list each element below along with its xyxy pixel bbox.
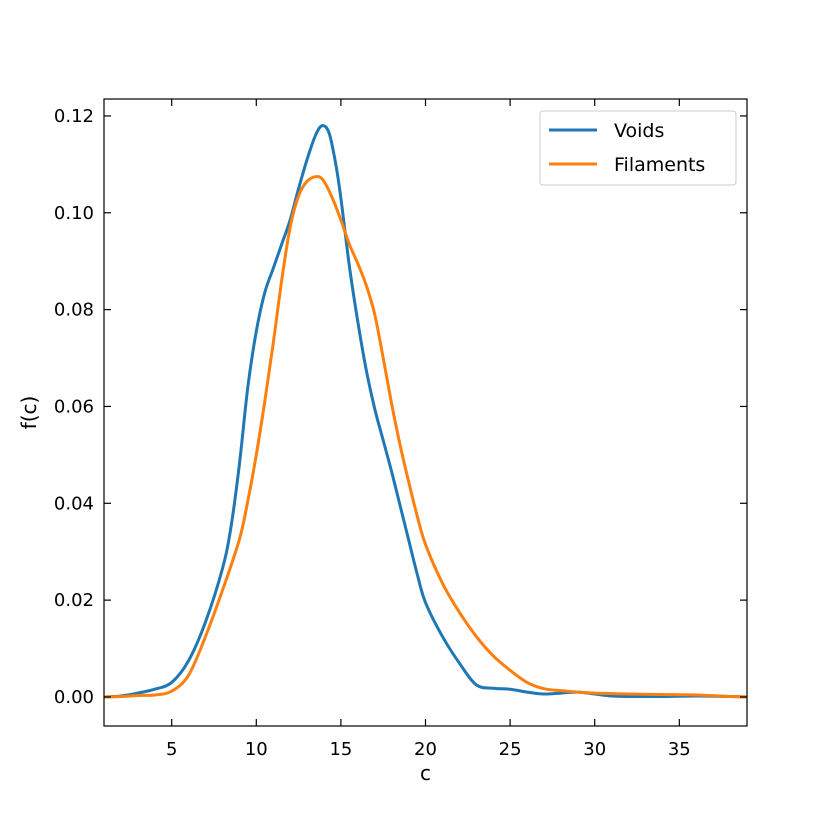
x-axis-label: c <box>420 761 431 785</box>
x-tick-label: 35 <box>668 739 691 760</box>
axis-ticks: 5 10 15 20 25 30 35 0.00 0.02 0.04 0.06 0.08 0.10 0.1… <box>54 99 747 760</box>
plot-frame <box>103 98 748 727</box>
y-tick-label: 0.12 <box>54 106 94 127</box>
series-line-filaments <box>104 174 747 699</box>
series-line-voids <box>104 124 747 699</box>
x-tick-label: 20 <box>414 739 437 760</box>
legend-label-filaments: Filaments <box>614 154 705 176</box>
y-tick-label: 0.00 <box>54 687 94 708</box>
legend-label-voids: Voids <box>614 120 664 142</box>
y-tick-label: 0.02 <box>54 590 94 611</box>
y-tick-label: 0.04 <box>54 493 94 514</box>
plot-area <box>104 124 747 699</box>
legend: Voids Filaments <box>539 110 737 186</box>
x-tick-label: 30 <box>583 739 606 760</box>
y-tick-label: 0.10 <box>54 203 94 224</box>
x-tick-label: 10 <box>245 739 268 760</box>
y-tick-label: 0.06 <box>54 396 94 417</box>
y-tick-label: 0.08 <box>54 300 94 321</box>
x-tick-label: 5 <box>166 739 177 760</box>
x-tick-label: 25 <box>499 739 522 760</box>
x-tick-label: 15 <box>329 739 352 760</box>
y-axis-label: f(c) <box>17 396 41 430</box>
